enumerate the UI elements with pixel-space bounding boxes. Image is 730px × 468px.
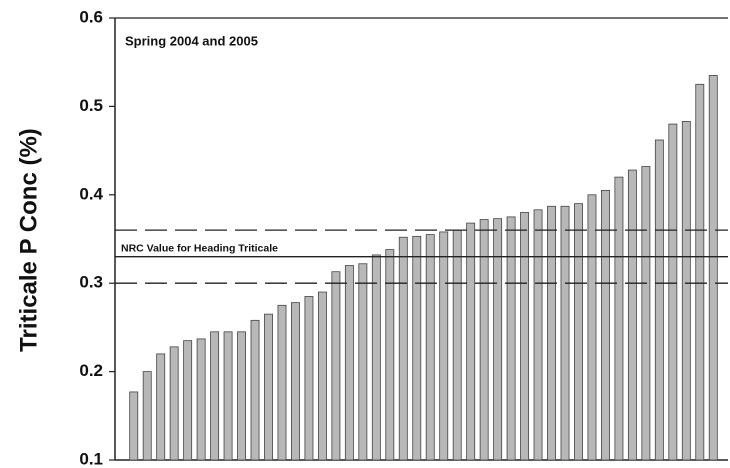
bar xyxy=(210,331,220,461)
bar xyxy=(695,83,705,461)
bar xyxy=(452,229,462,461)
bar xyxy=(371,254,381,461)
bar xyxy=(479,219,489,461)
bar xyxy=(169,346,179,461)
bar xyxy=(264,313,273,461)
bar xyxy=(601,189,610,461)
bar xyxy=(439,231,449,461)
y-tick-label: 0.6 xyxy=(79,7,103,26)
bar xyxy=(129,391,139,461)
bar xyxy=(331,271,341,461)
bar xyxy=(425,234,435,461)
bar xyxy=(237,331,247,461)
bar xyxy=(412,235,422,461)
y-tick-label: 0.2 xyxy=(79,361,103,380)
bar xyxy=(344,265,354,461)
bar xyxy=(587,194,597,461)
bar xyxy=(641,166,651,461)
bar xyxy=(223,331,233,461)
bar xyxy=(708,75,718,461)
bar xyxy=(654,139,664,461)
bar xyxy=(291,302,300,461)
bar xyxy=(250,319,260,461)
bar xyxy=(183,340,193,461)
bar xyxy=(466,222,476,461)
bar xyxy=(574,203,583,461)
bar xyxy=(398,236,408,461)
bar xyxy=(156,353,166,461)
bar xyxy=(277,304,287,461)
bar xyxy=(627,169,637,461)
annotation: Spring 2004 and 2005 xyxy=(125,33,258,48)
y-axis-label: Triticale P Conc (%) xyxy=(15,128,42,352)
bar xyxy=(142,371,152,461)
y-tick-label: 0.3 xyxy=(79,273,103,292)
bar xyxy=(493,218,503,461)
bar xyxy=(520,212,530,461)
bar xyxy=(506,216,516,461)
y-tick-label: 0.4 xyxy=(79,184,103,203)
bar xyxy=(304,296,314,461)
bar xyxy=(614,176,624,461)
bar xyxy=(668,123,678,461)
reference-label: NRC Value for Heading Triticale xyxy=(121,242,278,254)
bar xyxy=(385,249,395,461)
bar xyxy=(547,205,556,461)
bar xyxy=(533,209,543,461)
y-tick-label: 0.5 xyxy=(79,96,103,115)
bar xyxy=(317,291,327,461)
bar xyxy=(358,263,368,461)
bar xyxy=(560,205,570,461)
y-tick-label: 0.1 xyxy=(79,449,103,468)
bar xyxy=(681,121,691,461)
bar xyxy=(196,338,206,461)
